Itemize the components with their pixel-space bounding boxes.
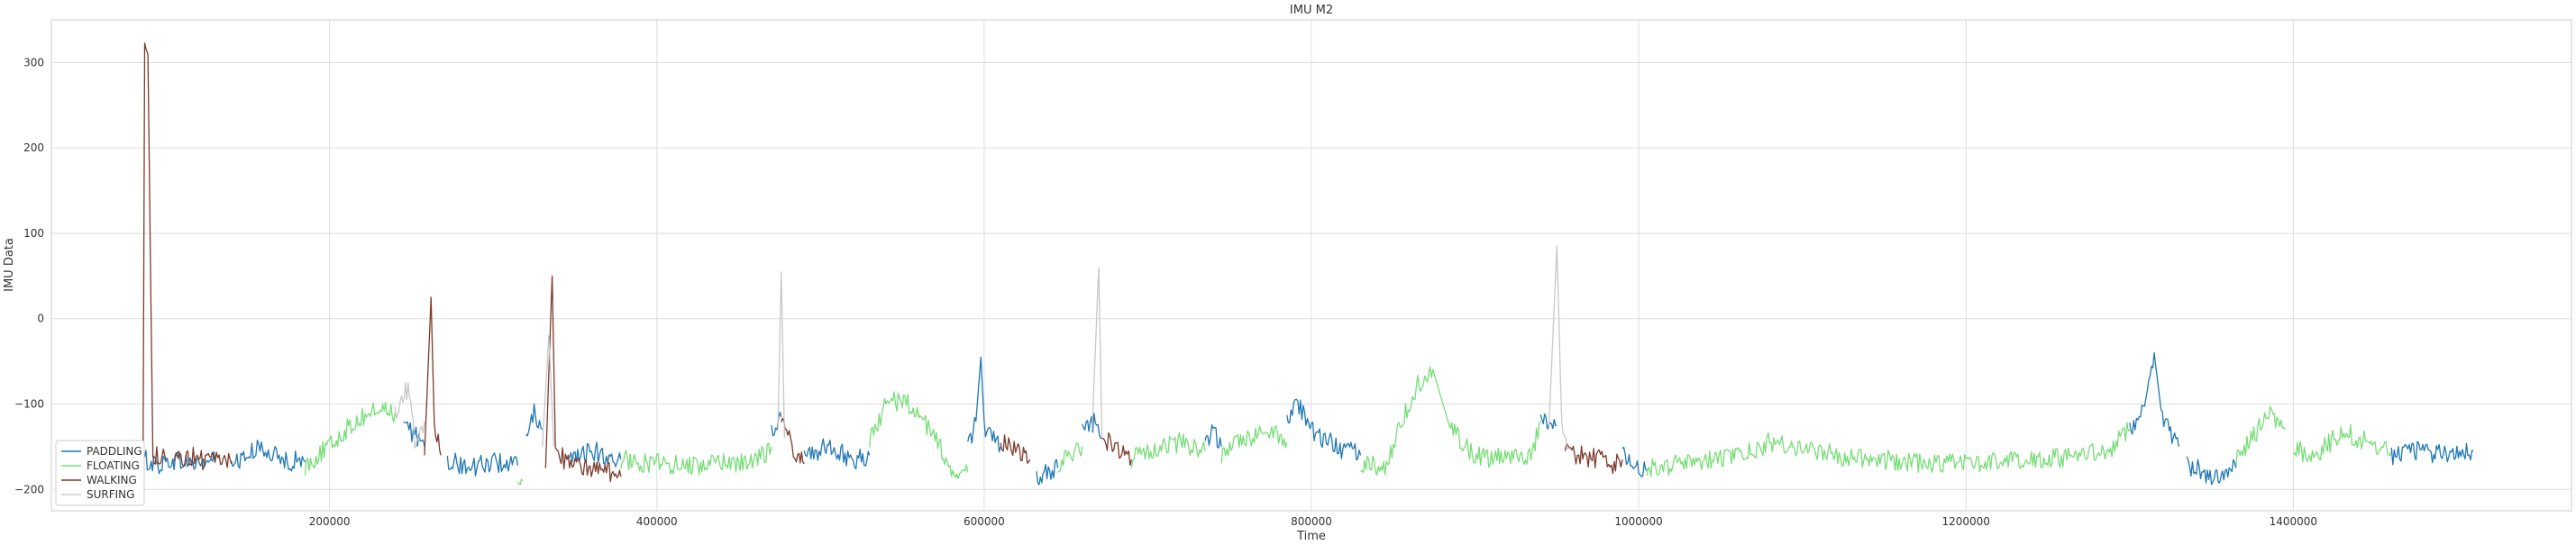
legend-label: FLOATING: [87, 459, 140, 472]
series-segment: [1564, 442, 1623, 475]
x-axis-ticks: 200000 400000 600000 800000 1000000 1200000 14…: [309, 515, 2317, 528]
y-tick-label: 100: [23, 227, 44, 240]
series-surfing: [394, 245, 1569, 450]
legend-label: PADDLING: [87, 445, 142, 458]
series-segment: [869, 391, 969, 479]
series-segment: [1360, 366, 1541, 477]
y-axis-ticks: −200 −100 0 100 200 300: [14, 56, 44, 495]
series-segment: [1057, 442, 1083, 474]
series-segment: [1000, 434, 1031, 464]
x-tick-label: 600000: [964, 515, 1005, 528]
x-tick-label: 800000: [1291, 515, 1332, 528]
y-axis-label: IMU Data: [3, 238, 16, 292]
x-tick-label: 1000000: [1614, 515, 1662, 528]
chart-title: IMU M2: [1290, 4, 1333, 17]
y-tick-label: −100: [14, 398, 44, 411]
y-tick-label: 0: [37, 313, 44, 325]
series-segment: [566, 441, 622, 468]
series-segment: [967, 356, 1001, 453]
series-segment: [1548, 245, 1569, 450]
series-segment: [1101, 431, 1132, 467]
x-tick-label: 1200000: [1942, 515, 1990, 528]
series-segment: [2292, 423, 2392, 463]
series-segment: [446, 452, 519, 477]
series-segment: [620, 442, 772, 476]
series-segment: [777, 270, 786, 439]
series-segment: [304, 401, 396, 476]
grid: [51, 20, 2571, 511]
series-segment: [2235, 405, 2286, 468]
legend-box: [55, 440, 145, 506]
series-segment: [394, 382, 425, 449]
series-segment: [771, 412, 782, 437]
series-segment: [516, 478, 524, 486]
series-segment: [1204, 423, 1222, 449]
series-segment: [1286, 398, 1362, 461]
series-segment: [1036, 459, 1059, 486]
series-segment: [1621, 446, 1648, 477]
y-tick-label: 300: [23, 56, 44, 68]
series-layer: [142, 42, 2474, 486]
series-segment: [803, 438, 871, 470]
series-segment: [2129, 352, 2179, 448]
series-walking: [142, 42, 1623, 483]
series-segment: [525, 403, 544, 437]
series-segment: [1220, 424, 1288, 464]
series-segment: [424, 296, 442, 456]
series-segment: [1130, 431, 1206, 468]
y-tick-label: −200: [14, 483, 44, 495]
legend-label: SURFING: [87, 488, 134, 501]
series-segment: [781, 417, 805, 465]
series-segment: [142, 42, 167, 465]
x-tick-label: 1400000: [2270, 515, 2317, 528]
x-tick-label: 400000: [636, 515, 678, 528]
series-segment: [542, 335, 555, 447]
series-floating: [304, 366, 2392, 486]
series-segment: [231, 440, 306, 472]
x-tick-label: 200000: [309, 515, 351, 528]
series-segment: [2186, 456, 2237, 486]
y-tick-label: 200: [23, 141, 44, 154]
legend-label: WALKING: [87, 474, 137, 486]
series-segment: [544, 275, 622, 483]
series-segment: [1092, 267, 1103, 439]
x-axis-label: Time: [1296, 530, 1326, 543]
series-segment: [173, 446, 233, 471]
series-segment: [1646, 422, 2131, 477]
series-segment: [2390, 441, 2474, 466]
